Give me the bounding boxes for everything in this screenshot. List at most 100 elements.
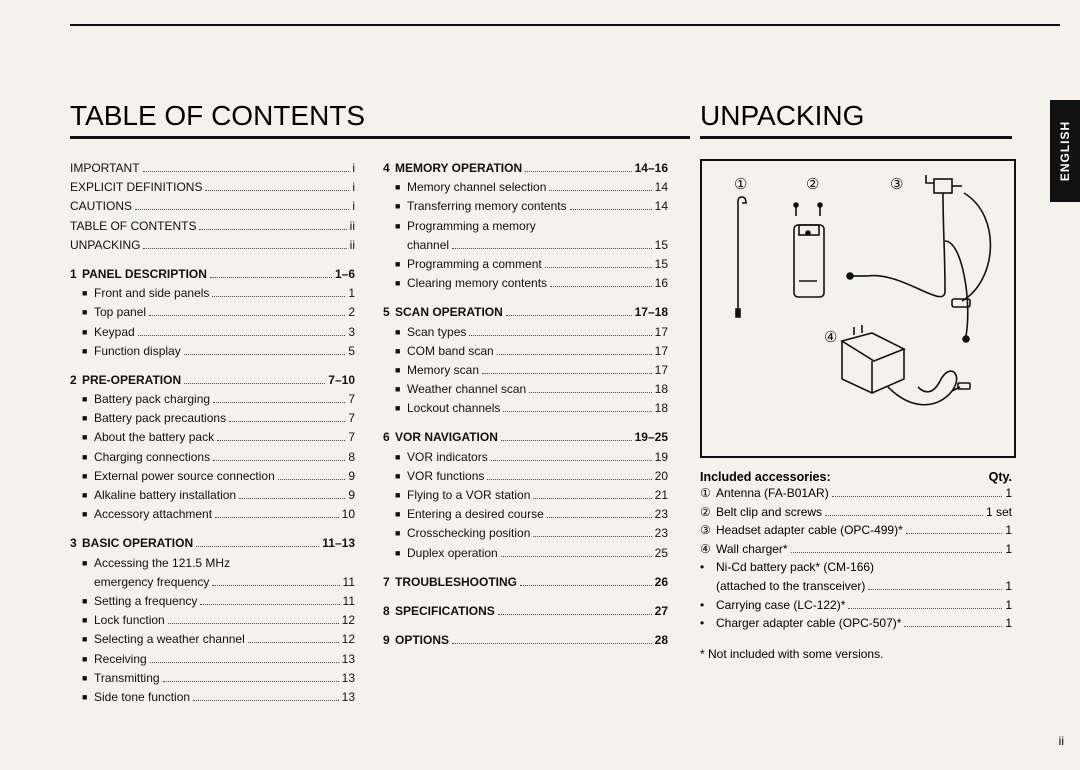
toc-page: 3 [348,323,355,342]
toc-page: 2 [348,303,355,322]
toc-subentry: Top panel 2 [70,303,355,322]
accessory-marker: ④ [700,540,716,559]
dots [217,440,345,441]
bullet-icon [395,467,405,486]
toc-section-num: 1 [70,265,82,284]
toc-label: Memory scan [407,361,479,380]
toc-subentry: Transferring memory contents 14 [383,197,668,216]
bullet-icon [82,390,92,409]
toc-column-left: IMPORTANT i EXPLICIT DEFINITIONS i CAUTI… [70,159,355,717]
toc-subentry: Battery pack charging 7 [70,390,355,409]
bullet-icon [82,505,92,524]
toc-label: Scan types [407,323,466,342]
accessory-item: ③ Headset adapter cable (OPC-499)* 1 [700,521,1012,540]
toc-subentry: Alkaline battery installation 9 [70,486,355,505]
toc-page: 13 [342,688,355,707]
accessory-item-cont: (attached to the transceiver) 1 [700,577,1012,596]
dots [825,515,983,516]
toc-label: COM band scan [407,342,494,361]
toc-label: Side tone function [94,688,190,707]
toc-section-num: 4 [383,159,395,178]
toc-section-title: SPECIFICATIONS [395,602,495,621]
fig-label-2: ② [806,176,819,193]
accessory-label: Wall charger* [716,540,788,559]
toc-page: 11 [343,592,355,611]
bullet-icon [395,178,405,197]
dots [213,402,345,403]
toc-page: 10 [342,505,355,524]
accessory-item: • Ni-Cd battery pack* (CM-166) [700,558,1012,577]
accessory-label: Carrying case (LC-122)* [716,596,845,615]
toc-section-heading: 4 MEMORY OPERATION 14–16 [383,159,668,178]
toc-subentry: Accessing the 121.5 MHz [70,554,355,573]
fig-label-3: ③ [890,176,903,193]
dots [278,479,346,480]
toc-page: ii [350,217,355,236]
dots [487,479,651,480]
toc-subentry: Memory channel selection 14 [383,178,668,197]
bullet-icon [395,217,405,236]
accessory-qty: 1 [1005,521,1012,540]
toc-subentry: Receiving 13 [70,650,355,669]
toc-section-heading: 7 TROUBLESHOOTING 26 [383,573,668,592]
dots [497,354,652,355]
toc-section-title: VOR NAVIGATION [395,428,498,447]
dots [143,171,350,172]
dots [550,286,652,287]
toc-section-heading: 8 SPECIFICATIONS 27 [383,602,668,621]
dots [212,585,339,586]
toc-label: EXPLICIT DEFINITIONS [70,178,202,197]
toc-page: 14 [655,197,668,216]
bullet-icon [82,428,92,447]
toc-section-num: 9 [383,631,395,650]
toc-page: 19 [655,448,668,467]
toc-entry: EXPLICIT DEFINITIONS i [70,178,355,197]
accessories-heading: Included accessories: [700,470,831,484]
bullet-icon [395,197,405,216]
accessory-item: • Charger adapter cable (OPC-507)* 1 [700,614,1012,633]
toc-subentry: VOR functions 20 [383,467,668,486]
toc-subentry: Weather channel scan 18 [383,380,668,399]
dots [200,604,339,605]
fig-label-4: ④ [824,329,837,346]
dots [832,496,1003,497]
toc-section-num: 3 [70,534,82,553]
toc-label: Battery pack charging [94,390,210,409]
bullet-icon [82,688,92,707]
toc-entry: CAUTIONS i [70,197,355,216]
toc-page: 18 [655,380,668,399]
toc-section-title: OPTIONS [395,631,449,650]
toc-page: 13 [342,650,355,669]
toc-page: 25 [655,544,668,563]
accessory-item: ② Belt clip and screws 1 set [700,503,1012,522]
dots [501,556,652,557]
dots [904,626,1002,627]
toc-section-pages: 26 [655,573,668,592]
toc-page: 14 [655,178,668,197]
toc-label: Accessing the 121.5 MHz [94,554,230,573]
accessory-label: Ni-Cd battery pack* (CM-166) [716,558,874,577]
accessory-item: • Carrying case (LC-122)* 1 [700,596,1012,615]
toc-label: Lockout channels [407,399,500,418]
accessory-marker: • [700,596,716,615]
dots [210,277,332,278]
toc-label: Alkaline battery installation [94,486,236,505]
bullet-icon [82,669,92,688]
toc-page: i [352,197,355,216]
dots [501,440,632,441]
accessory-label: Charger adapter cable (OPC-507)* [716,614,901,633]
toc-page: 17 [655,323,668,342]
toc-label: Selecting a weather channel [94,630,245,649]
bullet-icon [395,399,405,418]
accessory-qty: 1 [1005,614,1012,633]
accessory-label: Belt clip and screws [716,503,822,522]
bullet-icon [82,303,92,322]
bullet-icon [82,630,92,649]
toc-section-num: 6 [383,428,395,447]
toc-label: Function display [94,342,181,361]
toc-section-pages: 27 [655,602,668,621]
dots [135,209,349,210]
toc-title: TABLE OF CONTENTS [70,100,690,132]
toc-page: 7 [348,428,355,447]
toc-page: 9 [348,486,355,505]
